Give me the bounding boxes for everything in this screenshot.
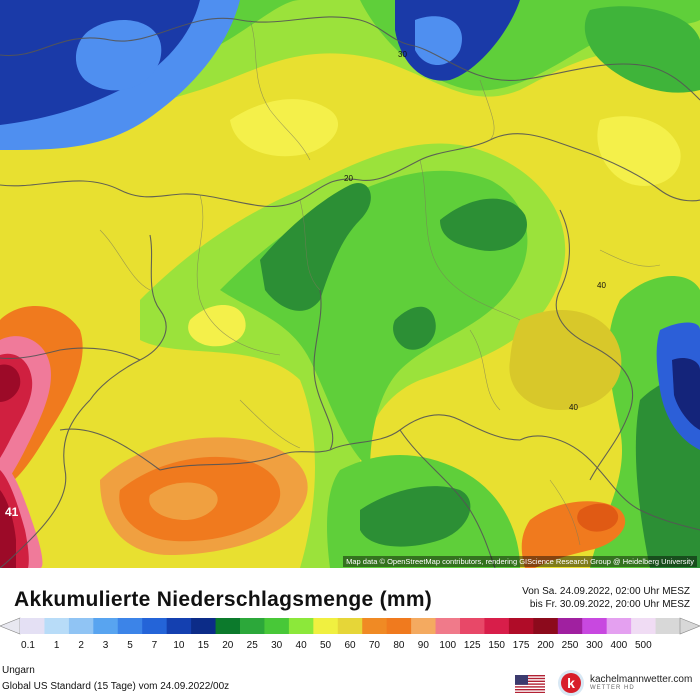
precip-zone-dark-green-central — [260, 183, 371, 311]
scale-swatch — [582, 618, 608, 634]
scale-swatch — [460, 618, 485, 634]
precip-zone-dark-green-east — [440, 198, 527, 251]
scale-tick-label: 10 — [173, 640, 185, 651]
scale-tick-label: 5 — [127, 640, 133, 651]
scale-tick-label: 70 — [368, 640, 380, 651]
scale-arrow-left — [0, 617, 21, 635]
scale-tick-label: 100 — [439, 640, 457, 651]
scale-tick-label: 60 — [344, 640, 356, 651]
scale-swatch — [93, 618, 119, 634]
scale-swatch — [166, 618, 192, 634]
precip-zone-dark-green-south — [360, 486, 471, 547]
scale-swatch — [337, 618, 363, 634]
scale-tick-label: 500 — [634, 640, 652, 651]
precip-zone-light-orange-core — [149, 482, 218, 520]
precip-zone-dark-red-southwest — [0, 490, 16, 568]
region-borders — [99, 19, 661, 546]
scale-swatch — [411, 618, 437, 634]
precip-zone-navy-east — [672, 358, 700, 430]
scale-swatch — [508, 618, 534, 634]
scale-swatch — [484, 618, 510, 634]
scale-tick-label: 300 — [586, 640, 603, 651]
scale-tick-label: 90 — [417, 640, 429, 651]
scale-swatch — [20, 618, 45, 634]
scale-arrow-right — [679, 617, 700, 635]
scale-tick-label: 40 — [295, 640, 307, 651]
model-info: Global US Standard (15 Tage) vom 24.09.2… — [2, 681, 230, 692]
precip-zone-dark-red-west — [0, 364, 21, 402]
scale-swatch — [386, 618, 412, 634]
scale-swatch — [557, 618, 583, 634]
scale-tick-label: 175 — [512, 640, 530, 651]
scale-tick-label: 2 — [78, 640, 84, 651]
country-borders — [0, 16, 700, 568]
scale-swatch — [44, 618, 70, 634]
scale-swatch — [606, 618, 632, 634]
precip-zone-blue-north — [415, 16, 462, 65]
scale-swatch — [142, 618, 168, 634]
kachelmann-logo-icon[interactable]: k — [556, 668, 590, 698]
contour-label-20: 20 — [344, 174, 353, 183]
scale-swatch — [631, 618, 657, 634]
legend-title: Akkumulierte Niederschlagsmenge (mm) — [14, 588, 433, 611]
scale-swatch — [117, 618, 143, 634]
scale-swatch — [288, 618, 314, 634]
scale-swatch — [191, 618, 217, 634]
scale-swatch — [362, 618, 388, 634]
contour-label-40-southeast: 40 — [569, 403, 578, 412]
scale-swatch — [655, 618, 681, 634]
precip-zone-dark-green-centre-south — [393, 306, 436, 350]
scale-tick-label: 20 — [222, 640, 234, 651]
scale-tick-label: 125 — [463, 640, 481, 651]
color-scale-bar — [0, 617, 700, 635]
us-flag-icon — [515, 675, 545, 693]
precip-zone-light-yellow-north — [230, 99, 339, 157]
scale-tick-label: 50 — [319, 640, 332, 651]
scale-tick-label: 150 — [488, 640, 505, 651]
scale-swatch — [435, 618, 461, 634]
brand-name[interactable]: kachelmannwetter.com — [590, 674, 693, 685]
scale-tick-label: 200 — [537, 640, 554, 651]
precip-zone-green-northeast-blob — [584, 6, 700, 93]
scale-swatch — [313, 618, 339, 634]
precip-zone-dark-yellow-east — [509, 310, 622, 410]
scale-swatch — [68, 618, 94, 634]
color-scale-ticks: 0.1 1 2 3 5 7 10 15 20 25 30 40 50 60 70 80 90 100 125 150 1… — [0, 640, 700, 654]
scale-tick-label: 7 — [151, 640, 158, 651]
scale-tick-label: 0.1 — [21, 640, 35, 651]
brand-subtitle: WETTER HD — [590, 685, 635, 691]
scale-swatch — [533, 618, 559, 634]
precipitation-map[interactable]: 30 20 40 40 41 Map data © OpenStreetMap … — [0, 0, 700, 568]
forecast-period: Von Sa. 24.09.2022, 02:00 Uhr MESZ bis F… — [522, 585, 690, 611]
max-value-label: 41 — [5, 505, 19, 519]
period-from: Von Sa. 24.09.2022, 02:00 Uhr MESZ — [522, 586, 690, 597]
scale-tick-label: 15 — [197, 640, 209, 651]
precip-zone-blue-core-northwest — [75, 20, 162, 91]
scale-tick-label: 80 — [393, 640, 405, 651]
contour-label-30: 30 — [398, 50, 407, 59]
scale-tick-label: 25 — [246, 640, 258, 651]
contour-label-40-east: 40 — [597, 281, 606, 290]
map-attribution: Map data © OpenStreetMap contributors, r… — [343, 556, 697, 567]
scale-tick-label: 250 — [561, 640, 579, 651]
period-to: bis Fr. 30.09.2022, 20:00 Uhr MESZ — [529, 599, 690, 610]
precip-zone-dark-orange-southeast — [577, 503, 619, 532]
precip-zone-light-yellow-west — [188, 305, 246, 347]
precip-zone-light-yellow-east — [597, 116, 681, 186]
scale-tick-label: 400 — [610, 640, 628, 651]
scale-tick-label: 1 — [53, 640, 60, 651]
scale-swatch — [215, 618, 241, 634]
region-name: Ungarn — [2, 665, 35, 676]
legend-panel: Akkumulierte Niederschlagsmenge (mm) Von… — [0, 568, 700, 700]
scale-swatch — [240, 618, 265, 634]
map-canvas: 30 20 40 40 41 — [0, 0, 700, 568]
scale-swatch — [264, 618, 290, 634]
scale-tick-label: 3 — [102, 640, 109, 651]
svg-text:k: k — [567, 675, 575, 691]
scale-tick-label: 30 — [271, 640, 283, 651]
